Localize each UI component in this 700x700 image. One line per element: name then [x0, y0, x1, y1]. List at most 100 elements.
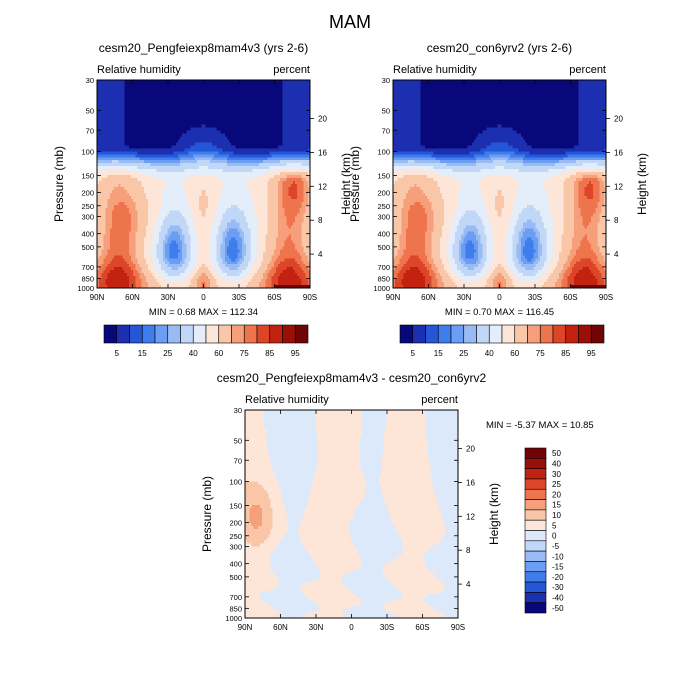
heatmap-cell [290, 181, 294, 185]
heatmap-cell [235, 136, 239, 141]
heatmap-cell [188, 127, 192, 132]
heatmap-cell [273, 148, 277, 152]
heatmap-cell [280, 157, 283, 161]
heatmap-cell [105, 210, 109, 215]
heatmap-cell [307, 85, 310, 90]
heatmap-cell [192, 148, 196, 152]
heatmap-cell [258, 80, 262, 84]
heatmap-cell [280, 160, 283, 164]
heatmap-cell [269, 192, 273, 197]
heatmap-cell [267, 115, 271, 120]
heatmap-cell [275, 97, 279, 102]
heatmap-cell [180, 121, 183, 126]
heatmap-cell [186, 204, 190, 209]
heatmap-cell [158, 127, 162, 132]
heatmap-cell [143, 85, 147, 90]
heatmap-cell [256, 100, 260, 105]
heatmap-cell [194, 178, 198, 182]
heatmap-cell [222, 154, 226, 158]
heatmap-cell [261, 109, 264, 114]
heatmap-cell [124, 151, 128, 155]
heatmap-cell [305, 100, 309, 105]
heatmap-cell [194, 163, 198, 167]
heatmap-cell [197, 82, 200, 87]
heatmap-cell [124, 207, 128, 212]
heatmap-cell [99, 210, 102, 215]
heatmap-cell [243, 166, 247, 170]
heatmap-cell [175, 139, 179, 143]
heatmap-cell [284, 154, 288, 158]
heatmap-cell [152, 115, 156, 120]
heatmap-cell [154, 85, 158, 90]
heatmap-cell [252, 112, 256, 117]
heatmap-cell [126, 118, 130, 123]
heatmap-cell [271, 222, 275, 227]
heatmap-cell [295, 186, 298, 191]
heatmap-cell [201, 216, 205, 221]
heatmap-cell [188, 198, 192, 203]
heatmap-cell [254, 109, 258, 114]
heatmap-cell [145, 186, 149, 191]
heatmap-cell [288, 109, 292, 114]
heatmap-cell [280, 207, 283, 212]
heatmap-cell [203, 103, 207, 108]
heatmap-cell [273, 198, 277, 203]
heatmap-cell [190, 109, 194, 114]
heatmap-cell [188, 115, 192, 120]
heatmap-cell [152, 166, 156, 170]
heatmap-cell [120, 216, 124, 221]
heatmap-cell [105, 192, 109, 197]
heatmap-cell [111, 169, 115, 173]
heatmap-cell [243, 112, 247, 117]
heatmap-cell [101, 127, 104, 132]
heatmap-cell [190, 142, 194, 146]
heatmap-cell [165, 172, 168, 176]
heatmap-cell [239, 181, 243, 185]
heatmap-cell [103, 166, 107, 170]
heatmap-cell [226, 169, 230, 173]
heatmap-cell [214, 139, 217, 143]
heatmap-cell [118, 80, 122, 84]
heatmap-cell [126, 115, 130, 120]
heatmap-cell [111, 151, 115, 155]
heatmap-cell [233, 112, 237, 117]
heatmap-cell [226, 133, 230, 138]
heatmap-cell [124, 172, 128, 176]
heatmap-cell [114, 166, 117, 170]
heatmap-cell [163, 109, 166, 114]
heatmap-cell [201, 112, 205, 117]
heatmap-cell [261, 154, 264, 158]
heatmap-cell [107, 207, 111, 212]
heatmap-cell [160, 106, 164, 111]
heatmap-cell [263, 106, 266, 111]
heatmap-cell [212, 222, 215, 227]
heatmap-cell [288, 127, 292, 132]
heatmap-cell [137, 145, 141, 149]
heatmap-cell [169, 80, 173, 84]
heatmap-cell [263, 198, 266, 203]
heatmap-cell [152, 82, 156, 87]
heatmap-cell [169, 127, 173, 132]
heatmap-cell [231, 178, 234, 182]
heatmap-cell [209, 80, 213, 84]
heatmap-cell [124, 181, 128, 185]
heatmap-cell [269, 106, 273, 111]
heatmap-cell [299, 169, 303, 173]
heatmap-cell [239, 207, 243, 212]
heatmap-cell [124, 136, 128, 141]
heatmap-cell [243, 207, 247, 212]
heatmap-cell [267, 88, 271, 93]
heatmap-cell [97, 148, 100, 152]
heatmap-cell [248, 133, 251, 138]
heatmap-cell [135, 169, 139, 173]
heatmap-cell [192, 210, 196, 215]
heatmap-cell [214, 222, 217, 227]
heatmap-cell [241, 210, 245, 215]
heatmap-cell [197, 127, 200, 132]
heatmap-cell [137, 91, 141, 96]
heatmap-cell [99, 97, 102, 102]
heatmap-cell [201, 213, 205, 218]
heatmap-cell [241, 204, 245, 209]
heatmap-cell [205, 163, 209, 167]
heatmap-cell [231, 213, 234, 218]
